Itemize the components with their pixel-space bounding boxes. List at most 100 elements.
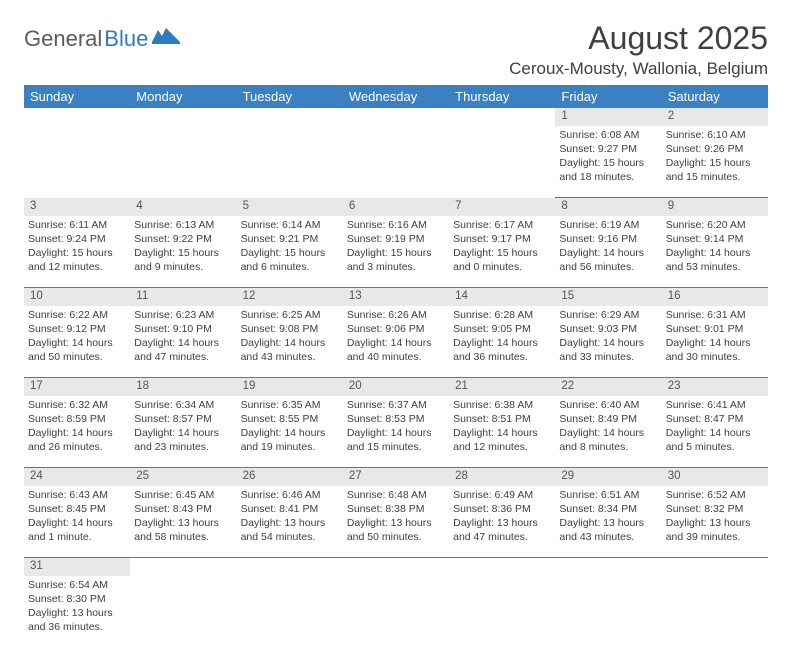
- sunset-text: Sunset: 9:01 PM: [666, 322, 764, 336]
- day-number-cell: 9: [662, 198, 768, 216]
- sunset-text: Sunset: 8:59 PM: [28, 412, 126, 426]
- sunset-text: Sunset: 8:43 PM: [134, 502, 232, 516]
- daylight-text: Daylight: 15 hours and 0 minutes.: [453, 246, 551, 274]
- sunrise-text: Sunrise: 6:38 AM: [453, 398, 551, 412]
- day-number-cell: 12: [237, 288, 343, 306]
- day-detail-cell: [343, 126, 449, 198]
- day-number-cell: 3: [24, 198, 130, 216]
- day-number-cell: 1: [555, 108, 661, 126]
- day-number-cell: [555, 558, 661, 576]
- weekday-header: Wednesday: [343, 85, 449, 108]
- sunset-text: Sunset: 9:10 PM: [134, 322, 232, 336]
- daylight-text: Daylight: 15 hours and 6 minutes.: [241, 246, 339, 274]
- daylight-text: Daylight: 13 hours and 43 minutes.: [559, 516, 657, 544]
- sunrise-text: Sunrise: 6:37 AM: [347, 398, 445, 412]
- sunset-text: Sunset: 8:41 PM: [241, 502, 339, 516]
- day-number-row: 24252627282930: [24, 468, 768, 486]
- day-number-cell: 25: [130, 468, 236, 486]
- sunrise-text: Sunrise: 6:45 AM: [134, 488, 232, 502]
- day-detail-row: Sunrise: 6:43 AMSunset: 8:45 PM Daylight:…: [24, 486, 768, 558]
- day-detail-cell: Sunrise: 6:32 AMSunset: 8:59 PMDaylight:…: [24, 396, 130, 468]
- day-detail-cell: Sunrise: 6:35 AMSunset: 8:55 PMDaylight:…: [237, 396, 343, 468]
- daylight-text: Daylight: 14 hours and 33 minutes.: [559, 336, 657, 364]
- sunset-text: Sunset: 8:34 PM: [559, 502, 657, 516]
- day-detail-cell: Sunrise: 6:22 AMSunset: 9:12 PMDaylight:…: [24, 306, 130, 378]
- day-detail-cell: Sunrise: 6:10 AMSunset: 9:26 PMDaylight:…: [662, 126, 768, 198]
- flag-icon: [152, 28, 180, 51]
- day-number-cell: 29: [555, 468, 661, 486]
- weekday-header: Saturday: [662, 85, 768, 108]
- daylight-text: Daylight: 13 hours and 58 minutes.: [134, 516, 232, 544]
- day-number-cell: 7: [449, 198, 555, 216]
- day-detail-cell: Sunrise: 6:14 AMSunset: 9:21 PMDaylight:…: [237, 216, 343, 288]
- calendar-table: SundayMondayTuesdayWednesdayThursdayFrid…: [24, 85, 768, 648]
- day-number-cell: 14: [449, 288, 555, 306]
- sunrise-text: Sunrise: 6:16 AM: [347, 218, 445, 232]
- day-number-cell: [130, 558, 236, 576]
- sunset-text: Sunset: 8:38 PM: [347, 502, 445, 516]
- day-detail-cell: Sunrise: 6:26 AMSunset: 9:06 PMDaylight:…: [343, 306, 449, 378]
- sunset-text: Sunset: 9:26 PM: [666, 142, 764, 156]
- sunrise-text: Sunrise: 6:40 AM: [559, 398, 657, 412]
- daylight-text: Daylight: 14 hours and 19 minutes.: [241, 426, 339, 454]
- daylight-text: Daylight: 14 hours and 40 minutes.: [347, 336, 445, 364]
- day-number-cell: 20: [343, 378, 449, 396]
- sunset-text: Sunset: 9:08 PM: [241, 322, 339, 336]
- daylight-text: Daylight: 14 hours and 15 minutes.: [347, 426, 445, 454]
- sunset-text: Sunset: 9:06 PM: [347, 322, 445, 336]
- day-detail-cell: Sunrise: 6:46 AMSunset: 8:41 PMDaylight:…: [237, 486, 343, 558]
- sunset-text: Sunset: 8:55 PM: [241, 412, 339, 426]
- day-number-cell: 28: [449, 468, 555, 486]
- sunrise-text: Sunrise: 6:41 AM: [666, 398, 764, 412]
- sunrise-text: Sunrise: 6:54 AM: [28, 578, 126, 592]
- daylight-text: Daylight: 14 hours and 36 minutes.: [453, 336, 551, 364]
- daylight-text: Daylight: 15 hours and 12 minutes.: [28, 246, 126, 274]
- sunrise-text: Sunrise: 6:25 AM: [241, 308, 339, 322]
- sunset-text: Sunset: 8:32 PM: [666, 502, 764, 516]
- day-detail-cell: [449, 126, 555, 198]
- day-detail-cell: Sunrise: 6:13 AMSunset: 9:22 PMDaylight:…: [130, 216, 236, 288]
- weekday-header: Friday: [555, 85, 661, 108]
- day-detail-cell: Sunrise: 6:19 AMSunset: 9:16 PMDaylight:…: [555, 216, 661, 288]
- day-number-cell: 22: [555, 378, 661, 396]
- day-detail-cell: Sunrise: 6:41 AMSunset: 8:47 PMDaylight:…: [662, 396, 768, 468]
- sunset-text: Sunset: 9:24 PM: [28, 232, 126, 246]
- day-detail-row: Sunrise: 6:32 AMSunset: 8:59 PMDaylight:…: [24, 396, 768, 468]
- day-number-cell: 16: [662, 288, 768, 306]
- day-number-cell: 2: [662, 108, 768, 126]
- day-detail-cell: Sunrise: 6:48 AMSunset: 8:38 PMDaylight:…: [343, 486, 449, 558]
- sunrise-text: Sunrise: 6:08 AM: [559, 128, 657, 142]
- sunset-text: Sunset: 9:27 PM: [559, 142, 657, 156]
- sunrise-text: Sunrise: 6:51 AM: [559, 488, 657, 502]
- day-number-cell: [449, 558, 555, 576]
- day-detail-cell: [24, 126, 130, 198]
- day-number-cell: 17: [24, 378, 130, 396]
- day-detail-cell: Sunrise: 6:45 AMSunset: 8:43 PMDaylight:…: [130, 486, 236, 558]
- sunrise-text: Sunrise: 6:26 AM: [347, 308, 445, 322]
- day-number-cell: [343, 108, 449, 126]
- day-number-cell: [343, 558, 449, 576]
- sunrise-text: Sunrise: 6:43 AM: [28, 488, 126, 502]
- day-detail-cell: Sunrise: 6:16 AMSunset: 9:19 PMDaylight:…: [343, 216, 449, 288]
- day-detail-cell: Sunrise: 6:34 AMSunset: 8:57 PMDaylight:…: [130, 396, 236, 468]
- daylight-text: Daylight: 14 hours and 50 minutes.: [28, 336, 126, 364]
- logo-text-dark: General: [24, 26, 102, 52]
- sunset-text: Sunset: 8:36 PM: [453, 502, 551, 516]
- sunset-text: Sunset: 9:21 PM: [241, 232, 339, 246]
- day-number-cell: 18: [130, 378, 236, 396]
- sunrise-text: Sunrise: 6:19 AM: [559, 218, 657, 232]
- header: General Blue August 2025 Ceroux-Mousty, …: [24, 20, 768, 79]
- daylight-text: Daylight: 14 hours and 23 minutes.: [134, 426, 232, 454]
- day-detail-cell: Sunrise: 6:23 AMSunset: 9:10 PMDaylight:…: [130, 306, 236, 378]
- daylight-text: Daylight: 14 hours and 53 minutes.: [666, 246, 764, 274]
- sunset-text: Sunset: 8:45 PM: [28, 502, 126, 516]
- day-detail-cell: Sunrise: 6:37 AMSunset: 8:53 PMDaylight:…: [343, 396, 449, 468]
- sunrise-text: Sunrise: 6:23 AM: [134, 308, 232, 322]
- sunrise-text: Sunrise: 6:31 AM: [666, 308, 764, 322]
- day-detail-cell: [237, 126, 343, 198]
- day-number-cell: 6: [343, 198, 449, 216]
- daylight-text: Daylight: 14 hours and 5 minutes.: [666, 426, 764, 454]
- day-number-row: 10111213141516: [24, 288, 768, 306]
- weekday-header: Monday: [130, 85, 236, 108]
- day-number-cell: [130, 108, 236, 126]
